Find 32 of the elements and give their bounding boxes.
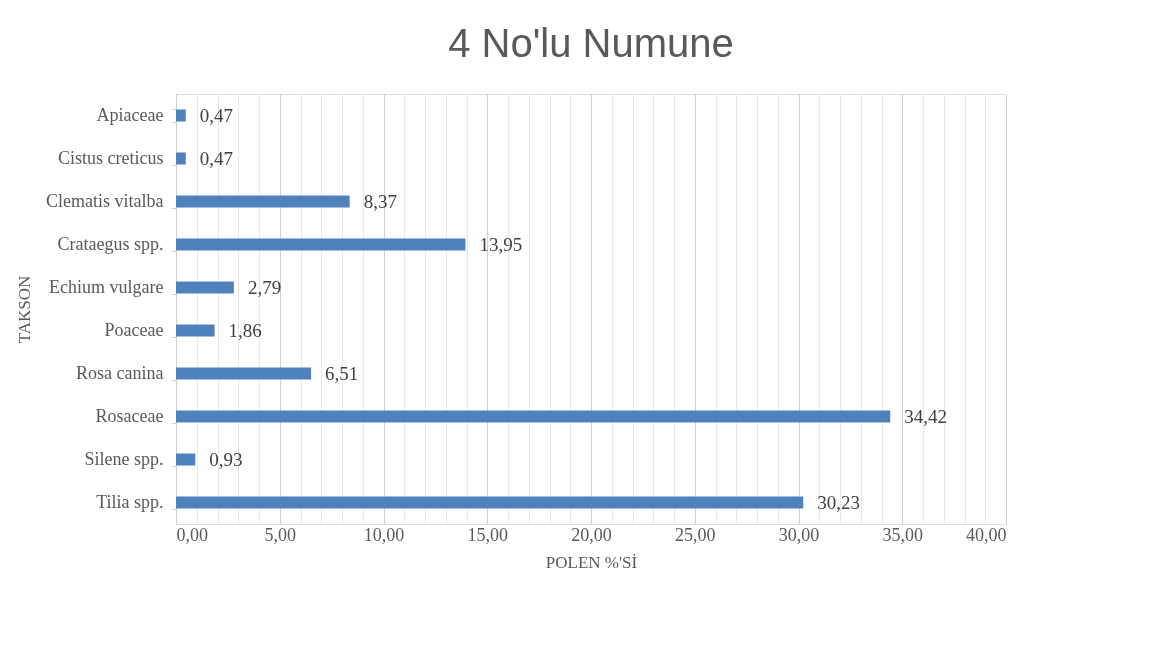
x-tick-label: 15,00 [467,524,508,545]
x-axis-title: POLEN %'Sİ [545,552,638,572]
x-tick-label: 35,00 [882,524,923,545]
x-tick-label: 0,00 [176,524,208,545]
x-tick-label: 20,00 [571,524,612,545]
y-tick-label: Rosaceae [95,406,164,426]
x-tick-label: 25,00 [675,524,716,545]
y-tick-label: Clematis vitalba [46,191,164,211]
data-label: 8,37 [363,190,397,212]
data-label: 34,42 [904,405,947,427]
data-label: 1,86 [228,319,262,341]
data-label: 2,79 [247,276,282,298]
data-label: 0,93 [209,448,243,470]
data-label: 13,95 [479,233,523,255]
y-tick-label: Tilia spp. [96,492,164,512]
y-axis-title: TAKSON [15,275,35,344]
data-label: 30,23 [817,491,861,513]
y-tick-label: Echium vulgare [49,277,164,297]
y-tick-label: Cistus creticus [58,148,164,168]
y-tick-label: Silene spp. [84,449,164,469]
y-tick-label: Apiaceae [96,105,164,125]
data-label: 6,51 [325,362,359,384]
data-label: 0,47 [199,104,233,126]
x-tick-label: 5,00 [264,524,296,545]
x-tick-label: 30,00 [778,524,820,545]
x-tick-label: 40,00 [966,524,1007,545]
y-tick-label: Rosa canina [76,363,164,383]
y-tick-label: Poaceae [104,320,164,340]
data-label: 0,47 [199,147,233,169]
chart-title: 4 No'lu Numune [448,21,734,65]
y-tick-label: Crataegus spp. [57,234,164,254]
x-tick-label: 10,00 [363,524,405,545]
